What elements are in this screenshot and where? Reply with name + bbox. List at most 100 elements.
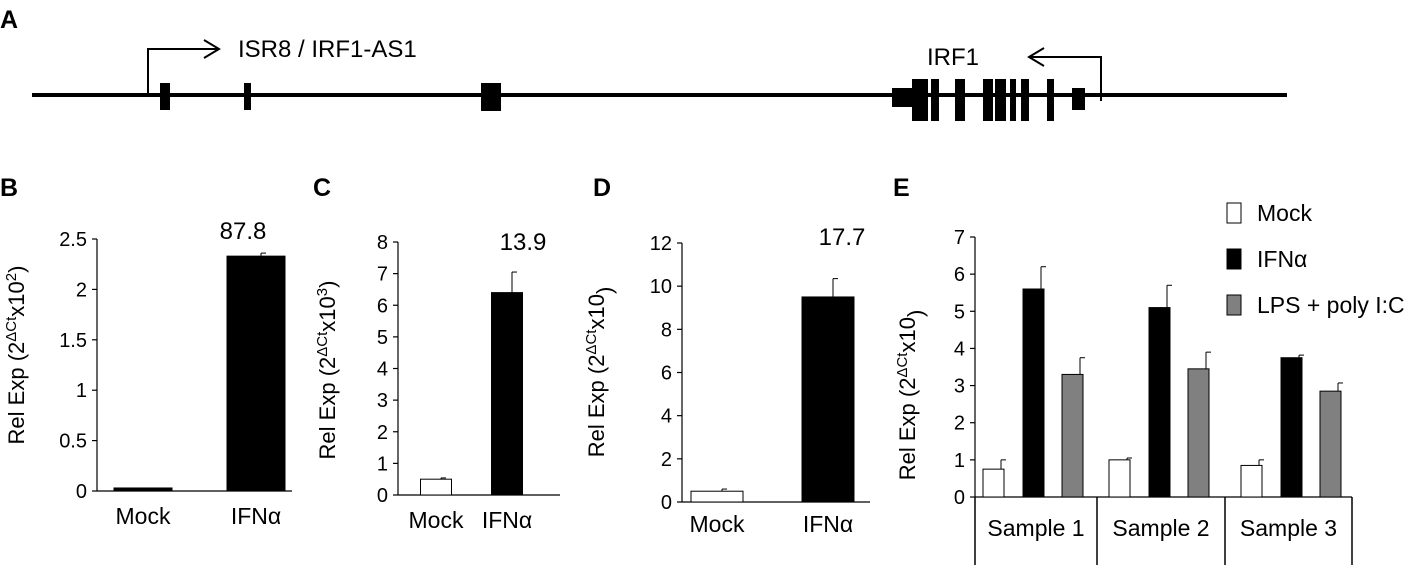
bar-ifn- [1280,357,1303,498]
chart-annotation: 13.9 [500,229,547,256]
isr8-exon-3 [481,83,501,111]
y-tick-label: 7 [954,227,965,249]
y-axis-title-rest: x10 [315,296,340,331]
irf1-exon-9 [1047,79,1054,121]
irf1-exon-2 [912,79,928,121]
x-tick-label: Sample 3 [1240,515,1337,541]
legend: Mock IFNα LPS + poly I:C [1226,200,1405,318]
bar-mock [113,487,173,492]
y-tick-label: 3 [954,376,965,398]
y-tick-label: 1.5 [59,330,87,352]
irf1-exon-6 [995,79,1006,121]
bar-ifn- [226,255,286,492]
y-tick-label: 1 [377,453,388,475]
irf1-exon-7 [1010,79,1016,121]
bar-lps-poly-i-c [1319,390,1342,498]
irf1-exon-10 [1072,88,1085,110]
x-tick-label: Mock [116,503,171,529]
y-axis-title-main: Rel Exp (2 [584,355,609,458]
isr8-tss-arrow [147,48,218,93]
y-tick-label: 0 [76,481,87,503]
x-tick-label: IFNα [803,511,853,537]
bar-lps-poly-i-c [1187,368,1210,498]
y-tick-label: 5 [954,301,965,323]
y-axis-title-close: ) [315,281,340,288]
y-tick-label: 0 [661,492,672,514]
legend-label: LPS + poly I:C [1257,292,1405,318]
y-tick-label: 0.5 [59,431,87,453]
y-axis-title-close: ) [903,310,928,317]
y-axis-title: Rel Exp (2ΔCtx103) [314,281,340,460]
y-axis-title-close: ) [592,287,617,294]
chart-panel-d: Rel Exp (2ΔCtx10) 17.7 0 2 4 6 8 10 12 Mock IFNα [583,224,870,537]
y-tick-label: 6 [954,264,965,286]
bar-lps-poly-i-c [1061,373,1084,498]
x-tick-label: Mock [690,511,745,537]
svg-text:Rel Exp (2ΔCtx103): Rel Exp (2ΔCtx103) [314,281,340,460]
bar-mock [420,478,452,496]
panel-letter-e: E [893,174,910,202]
isr8-exon-2 [244,83,251,110]
y-tick-label: 6 [377,295,388,317]
y-axis-title-main: Rel Exp (2 [315,357,340,460]
bar-ifn- [801,296,855,503]
chart-annotation: 87.8 [220,218,267,245]
y-tick-label: 12 [650,233,672,255]
y-tick-label: 7 [377,264,388,286]
legend-label: Mock [1257,200,1312,226]
y-tick-label: 6 [661,363,672,385]
y-tick-label: 2.5 [59,229,87,251]
irf1-exon-8 [1021,79,1029,121]
legend-swatch [1226,294,1242,316]
y-tick-label: 4 [954,338,965,360]
y-axis-title-rest: x10 [895,317,920,352]
y-tick-label: 4 [661,406,672,428]
y-axis-title-sup: ΔCt [583,329,600,355]
y-tick-label: 2 [377,422,388,444]
gene-diagram: ISR8 / IRF1-AS1 IRF1 [32,36,1287,121]
y-tick-label: 1 [76,380,87,402]
y-axis-title-rest: x10 [4,281,29,316]
y-axis-title-exp: 2 [3,273,20,281]
y-axis-title-sup: ΔCt [894,352,911,378]
y-axis-title-main: Rel Exp (2 [4,342,29,445]
bar-mock [690,490,744,503]
legend-swatch [1226,202,1242,224]
panel-letter-b: B [0,174,18,202]
irf1-exon-4 [955,79,965,121]
chromosome-line [32,93,1287,97]
y-tick-label: 0 [377,485,388,507]
bar-ifn- [1022,288,1045,498]
bar-mock [982,468,1005,498]
bar-ifn- [491,292,523,496]
panel-letter-c: C [313,174,331,202]
x-tick-label: IFNα [482,507,532,533]
irf1-exon-3 [931,79,939,121]
irf1-exon-1 [892,88,912,107]
y-axis-title-rest: x10 [584,294,609,329]
svg-text:Rel Exp (2ΔCtx102): Rel Exp (2ΔCtx102) [3,266,29,445]
bar-mock [1240,464,1263,498]
y-axis-title-main: Rel Exp (2 [895,378,920,481]
chart-annotation: 17.7 [819,224,866,251]
y-tick-label: 3 [377,390,388,412]
y-tick-label: 2 [661,449,672,471]
y-tick-label: 2 [76,279,87,301]
y-tick-label: 8 [661,319,672,341]
y-axis-title-close: ) [4,266,29,273]
y-tick-label: 4 [377,359,388,381]
gene-label-irf1: IRF1 [927,44,979,71]
irf1-arrowhead-icon [1027,47,1045,67]
isr8-exon-1 [160,83,170,110]
y-tick-label: 1 [954,450,965,472]
isr8-arrowhead-icon [203,39,221,59]
chart-panel-b: Rel Exp (2ΔCtx102) 87.8 0 0.5 1 1.5 2 2.5 Mock… [3,218,292,529]
legend-label: IFNα [1257,246,1307,272]
x-tick-label: Sample 1 [987,515,1084,541]
irf1-exon-5 [983,79,993,121]
y-tick-label: 8 [377,232,388,254]
svg-text:Rel Exp (2ΔCtx10): Rel Exp (2ΔCtx10) [583,287,617,458]
y-tick-label: 5 [377,327,388,349]
y-tick-label: 10 [650,276,672,298]
